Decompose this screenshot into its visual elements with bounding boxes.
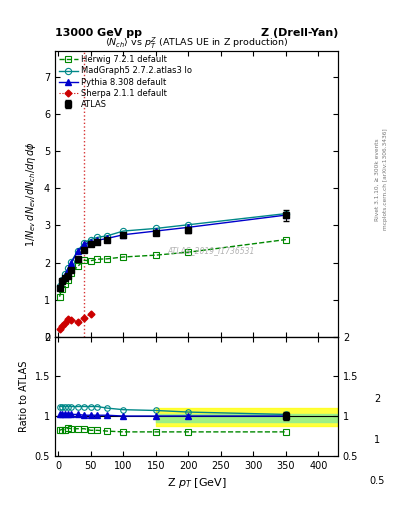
Herwig 7.2.1 default <box>69 270 73 276</box>
Text: 13000 GeV pp: 13000 GeV pp <box>55 28 142 38</box>
MadGraph5 2.7.2.atlas3 lo <box>154 225 158 231</box>
X-axis label: Z $p_T$ [GeV]: Z $p_T$ [GeV] <box>167 476 226 490</box>
Pythia 8.308 default <box>95 237 100 243</box>
Sherpa 2.1.1 default <box>66 316 70 322</box>
Line: Pythia 8.308 default: Pythia 8.308 default <box>57 212 289 290</box>
Pythia 8.308 default <box>284 212 288 218</box>
Pythia 8.308 default <box>66 267 70 273</box>
MadGraph5 2.7.2.atlas3 lo <box>121 228 126 234</box>
Pythia 8.308 default <box>69 260 73 266</box>
Text: 1: 1 <box>374 435 380 445</box>
MadGraph5 2.7.2.atlas3 lo <box>57 283 62 289</box>
Pythia 8.308 default <box>154 228 158 234</box>
MadGraph5 2.7.2.atlas3 lo <box>105 233 109 239</box>
Line: MadGraph5 2.7.2.atlas3 lo: MadGraph5 2.7.2.atlas3 lo <box>57 210 289 289</box>
MadGraph5 2.7.2.atlas3 lo <box>62 271 67 278</box>
MadGraph5 2.7.2.atlas3 lo <box>82 240 86 246</box>
Line: Herwig 7.2.1 default: Herwig 7.2.1 default <box>57 237 289 300</box>
Pythia 8.308 default <box>59 278 64 284</box>
Herwig 7.2.1 default <box>186 249 191 255</box>
Herwig 7.2.1 default <box>66 277 70 283</box>
Text: mcplots.cern.ch [arXiv:1306.3436]: mcplots.cern.ch [arXiv:1306.3436] <box>383 129 387 230</box>
Herwig 7.2.1 default <box>59 286 64 292</box>
Sherpa 2.1.1 default <box>75 319 80 325</box>
Sherpa 2.1.1 default <box>82 315 86 321</box>
Herwig 7.2.1 default <box>105 256 109 262</box>
Line: Sherpa 2.1.1 default: Sherpa 2.1.1 default <box>57 311 93 332</box>
Herwig 7.2.1 default <box>75 263 80 269</box>
Herwig 7.2.1 default <box>121 254 126 260</box>
Pythia 8.308 default <box>88 239 93 245</box>
Herwig 7.2.1 default <box>82 257 86 263</box>
Pythia 8.308 default <box>121 231 126 238</box>
Text: 2: 2 <box>374 394 380 404</box>
Herwig 7.2.1 default <box>57 293 62 300</box>
Text: 0.5: 0.5 <box>369 476 385 486</box>
Text: Rivet 3.1.10, ≥ 300k events: Rivet 3.1.10, ≥ 300k events <box>375 138 380 221</box>
MadGraph5 2.7.2.atlas3 lo <box>75 248 80 254</box>
Legend: Herwig 7.2.1 default, MadGraph5 2.7.2.atlas3 lo, Pythia 8.308 default, Sherpa 2.: Herwig 7.2.1 default, MadGraph5 2.7.2.at… <box>57 54 193 111</box>
Text: ATLAS_2019_I1736531: ATLAS_2019_I1736531 <box>167 247 254 255</box>
Sherpa 2.1.1 default <box>57 326 62 332</box>
MadGraph5 2.7.2.atlas3 lo <box>69 259 73 265</box>
Y-axis label: Ratio to ATLAS: Ratio to ATLAS <box>19 360 29 432</box>
Herwig 7.2.1 default <box>284 237 288 243</box>
Pythia 8.308 default <box>186 224 191 230</box>
MadGraph5 2.7.2.atlas3 lo <box>59 276 64 283</box>
Y-axis label: $1/N_{ev}\,dN_{ev}/dN_{ch}/d\eta\,d\phi$: $1/N_{ev}\,dN_{ev}/dN_{ch}/d\eta\,d\phi$ <box>24 141 39 247</box>
Pythia 8.308 default <box>82 241 86 247</box>
Text: Z (Drell-Yan): Z (Drell-Yan) <box>261 28 338 38</box>
Sherpa 2.1.1 default <box>62 319 67 326</box>
MadGraph5 2.7.2.atlas3 lo <box>284 210 288 217</box>
Sherpa 2.1.1 default <box>88 311 93 317</box>
Sherpa 2.1.1 default <box>69 316 73 323</box>
Sherpa 2.1.1 default <box>59 323 64 329</box>
Pythia 8.308 default <box>57 284 62 290</box>
Herwig 7.2.1 default <box>95 256 100 262</box>
MadGraph5 2.7.2.atlas3 lo <box>88 237 93 243</box>
Pythia 8.308 default <box>105 236 109 242</box>
MadGraph5 2.7.2.atlas3 lo <box>66 265 70 271</box>
MadGraph5 2.7.2.atlas3 lo <box>95 234 100 241</box>
Pythia 8.308 default <box>75 248 80 254</box>
MadGraph5 2.7.2.atlas3 lo <box>186 222 191 228</box>
Herwig 7.2.1 default <box>62 281 67 287</box>
Herwig 7.2.1 default <box>154 252 158 258</box>
Pythia 8.308 default <box>62 272 67 279</box>
Herwig 7.2.1 default <box>88 258 93 264</box>
Title: $\langle N_{ch}\rangle$ vs $p_T^Z$ (ATLAS UE in Z production): $\langle N_{ch}\rangle$ vs $p_T^Z$ (ATLA… <box>105 36 288 51</box>
